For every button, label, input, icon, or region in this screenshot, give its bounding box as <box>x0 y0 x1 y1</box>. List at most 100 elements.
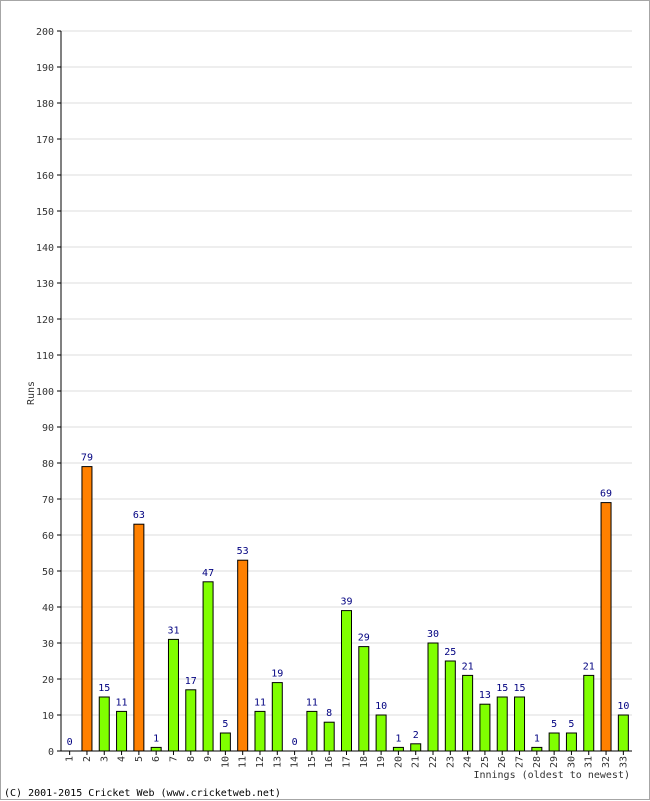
x-tick-label: 25 <box>480 756 491 768</box>
bar-value-label: 8 <box>326 708 332 719</box>
bar-value-label: 10 <box>375 701 387 712</box>
bar-value-label: 10 <box>617 701 629 712</box>
bar-value-label: 29 <box>358 633 370 644</box>
x-tick-label: 12 <box>255 756 266 768</box>
bar-value-label: 13 <box>479 690 491 701</box>
bar-value-label: 2 <box>413 730 419 741</box>
x-tick-label: 24 <box>463 756 474 768</box>
x-tick-label: 6 <box>151 756 162 762</box>
grid-lines <box>61 30 632 716</box>
y-tick-label: 70 <box>42 495 54 506</box>
bar <box>358 646 370 752</box>
y-tick-label: 200 <box>36 27 54 38</box>
y-tick-label: 100 <box>36 387 54 398</box>
bar <box>548 732 560 752</box>
bars <box>81 466 629 752</box>
y-tick-label: 60 <box>42 531 54 542</box>
x-tick-label: 20 <box>393 756 404 768</box>
bar-value-label: 19 <box>271 669 283 680</box>
bar <box>133 523 145 752</box>
y-tick-label: 150 <box>36 207 54 218</box>
bar-value-label: 53 <box>237 546 249 557</box>
bar <box>306 710 318 752</box>
x-tick-label: 18 <box>359 756 370 768</box>
y-tick-label: 190 <box>36 63 54 74</box>
x-tick-label: 16 <box>324 756 335 768</box>
y-tick-label: 40 <box>42 603 54 614</box>
bar <box>375 714 387 752</box>
y-tick-label: 0 <box>48 747 54 758</box>
bar-value-label: 63 <box>133 510 145 521</box>
bar <box>583 674 595 752</box>
bar <box>531 746 543 752</box>
y-tick-label: 140 <box>36 243 54 254</box>
bar-value-label: 21 <box>462 661 474 672</box>
y-tick-label: 180 <box>36 99 54 110</box>
bar <box>427 642 439 752</box>
x-tick-label: 33 <box>618 756 629 768</box>
bar-value-label: 11 <box>116 697 128 708</box>
bar <box>98 696 110 752</box>
y-tick-label: 130 <box>36 279 54 290</box>
bar <box>462 674 474 752</box>
y-tick-label: 120 <box>36 315 54 326</box>
bar-value-label: 11 <box>254 697 266 708</box>
y-tick-label: 160 <box>36 171 54 182</box>
bar-value-label: 15 <box>496 683 508 694</box>
x-tick-label: 17 <box>342 756 353 768</box>
bar <box>81 466 93 752</box>
bar-value-label: 17 <box>185 676 197 687</box>
y-tick-label: 10 <box>42 711 54 722</box>
bar <box>496 696 508 752</box>
bar-value-label: 15 <box>514 683 526 694</box>
bar <box>444 660 456 752</box>
bar-value-label: 0 <box>292 737 298 748</box>
bar <box>219 732 231 752</box>
bar-value-label: 1 <box>153 733 159 744</box>
x-tick-label: 4 <box>117 756 128 762</box>
y-tick-label: 20 <box>42 675 54 686</box>
x-tick-label: 21 <box>411 756 422 768</box>
bar <box>202 581 214 752</box>
x-axis-title: Innings (oldest to newest) <box>473 770 630 781</box>
x-tick-label: 28 <box>532 756 543 768</box>
bar-value-label: 47 <box>202 568 214 579</box>
bar <box>167 638 179 752</box>
x-tick-label: 1 <box>65 756 76 762</box>
bar <box>323 721 335 752</box>
bar <box>392 746 404 752</box>
x-tick-label: 7 <box>168 756 179 762</box>
x-tick-label: 30 <box>566 756 577 768</box>
bar <box>479 703 491 752</box>
y-axis-title: Runs <box>26 381 37 405</box>
y-tick-label: 110 <box>36 351 54 362</box>
x-tick-label: 23 <box>445 756 456 768</box>
bar-value-label: 79 <box>81 453 93 464</box>
bar <box>514 696 526 752</box>
bar-value-label: 30 <box>427 629 439 640</box>
x-tick-label: 10 <box>220 756 231 768</box>
bar <box>341 610 352 752</box>
x-tick-label: 26 <box>497 756 508 768</box>
bar <box>617 714 629 752</box>
y-tick-label: 90 <box>42 423 54 434</box>
bar <box>254 710 266 752</box>
axes <box>57 30 632 755</box>
copyright-footer: (C) 2001-2015 Cricket Web (www.cricketwe… <box>4 788 281 799</box>
x-tick-label: 5 <box>134 756 145 762</box>
x-tick-label: 9 <box>203 756 214 762</box>
y-tick-label: 80 <box>42 459 54 470</box>
bar-value-label: 15 <box>98 683 110 694</box>
x-tick-label: 13 <box>272 756 283 768</box>
x-tick-label: 3 <box>99 756 110 762</box>
bar-value-label: 1 <box>395 733 401 744</box>
bar-value-label: 21 <box>583 661 595 672</box>
x-tick-label: 2 <box>82 756 93 762</box>
y-tick-label: 30 <box>42 639 54 650</box>
x-tick-label: 19 <box>376 756 387 768</box>
x-tick-label: 15 <box>307 756 318 768</box>
bar <box>116 710 128 752</box>
y-tick-label: 170 <box>36 135 54 146</box>
